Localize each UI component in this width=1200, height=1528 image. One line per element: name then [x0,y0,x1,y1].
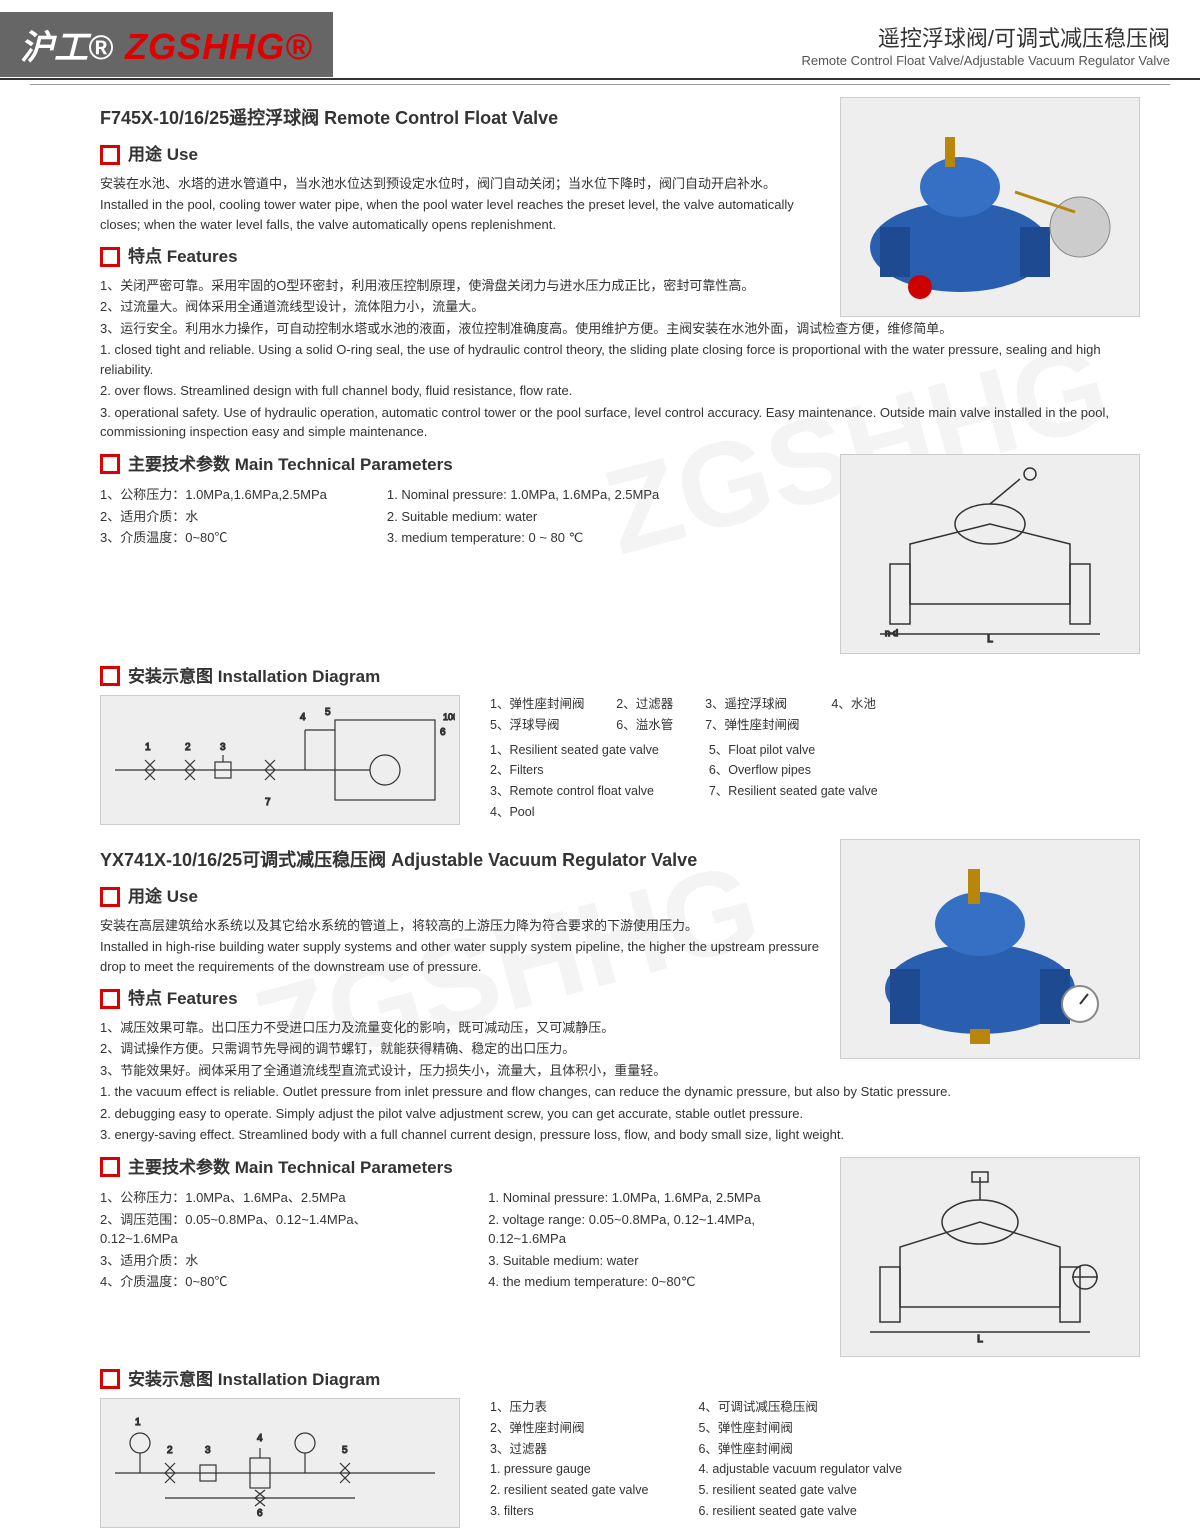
p1-leg-cn-4: 4、水池 [831,695,877,714]
p2-param-en-2: 2. voltage range: 0.05~0.8MPa, 0.12~1.4M… [488,1210,820,1249]
p2-param-cn-3: 3、适用介质：水 [100,1251,428,1271]
svg-text:3: 3 [205,1445,211,1456]
p1-feat-en1: 1. closed tight and reliable. Using a so… [100,340,1140,379]
p2-leg-cn-3: 3、过滤器 [490,1440,648,1459]
product2-features-heading: 特点 Features [100,986,820,1012]
p2-leg-en-1: 1. pressure gauge [490,1460,648,1479]
svg-text:6: 6 [257,1508,263,1519]
product2-use-heading: 用途 Use [100,884,820,910]
svg-text:6: 6 [440,727,446,738]
p1-param-en-3: 3. medium temperature: 0 ~ 80 ℃ [387,528,659,548]
p1-leg-en-7: 7、Resilient seated gate valve [709,782,878,801]
header-title-cn: 遥控浮球阀/可调式减压稳压阀 [801,21,1170,53]
svg-text:n-d: n-d [885,628,898,638]
svg-text:7: 7 [265,797,271,808]
p1-param-cn-1: 1、公称压力：1.0MPa,1.6MPa,2.5MPa [100,485,327,505]
p2-leg-en-5: 5. resilient seated gate valve [698,1481,902,1500]
svg-text:5: 5 [342,1445,348,1456]
p2-leg-en-3: 3. filters [490,1502,648,1521]
p2-param-en-3: 3. Suitable medium: water [488,1251,820,1271]
p2-leg-cn-5: 5、弹性座封闸阀 [698,1419,902,1438]
p1-feat-en2: 2. over flows. Streamlined design with f… [100,381,1140,401]
p1-leg-cn-6: 6、溢水管 [616,716,675,735]
product1-tech-drawing: L n-d [840,454,1140,654]
p2-leg-cn-6: 6、弹性座封闸阀 [698,1440,902,1459]
p2-feat-en2: 2. debugging easy to operate. Simply adj… [100,1104,1140,1124]
p1-leg-cn-1: 1、弹性座封闸阀 [490,695,586,714]
logo-en: ZGSHHG® [125,26,313,68]
p2-param-cn-4: 4、介质温度：0~80℃ [100,1272,428,1292]
svg-text:1: 1 [135,1417,141,1428]
p1-param-en-1: 1. Nominal pressure: 1.0MPa, 1.6MPa, 2.5… [387,485,659,505]
p2-feat-cn3: 3、节能效果好。阀体采用了全通道流线型直流式设计，压力损失小，流量大，且体积小，… [100,1061,1140,1081]
p1-leg-en-4: 4、Pool [490,803,659,822]
p2-param-cn-2: 2、调压范围：0.05~0.8MPa、0.12~1.4MPa、0.12~1.6M… [100,1210,428,1249]
product1-photo [840,97,1140,317]
p2-leg-en-2: 2. resilient seated gate valve [490,1481,648,1500]
p1-leg-en-1: 1、Resilient seated gate valve [490,741,659,760]
p2-leg-en-4: 4. adjustable vacuum regulator valve [698,1460,902,1479]
p2-leg-cn-1: 1、压力表 [490,1398,648,1417]
p1-leg-en-5: 5、Float pilot valve [709,741,878,760]
p1-leg-cn-7: 7、弹性座封闸阀 [705,716,801,735]
product1-legend: 1、弹性座封闸阀 2、过滤器 3、遥控浮球阀 4、水池 5、浮球导阀 6、溢水管… [490,695,878,822]
p2-leg-cn-4: 4、可调试减压稳压阀 [698,1398,902,1417]
p2-feat-en3: 3. energy-saving effect. Streamlined bod… [100,1125,1140,1145]
product2-install-diagram: 1 2 3 4 5 6 [100,1398,460,1528]
p1-leg-en-6: 6、Overflow pipes [709,761,878,780]
svg-text:4: 4 [300,712,306,723]
product2-photo [840,839,1140,1059]
header-titles: 遥控浮球阀/可调式减压稳压阀 Remote Control Float Valv… [801,21,1170,68]
svg-text:L: L [977,1334,983,1345]
product2-install-heading: 安装示意图 Installation Diagram [100,1367,1140,1393]
svg-text:2: 2 [167,1445,173,1456]
p1-leg-cn-3: 3、遥控浮球阀 [705,695,801,714]
p2-param-en-4: 4. the medium temperature: 0~80℃ [488,1272,820,1292]
p2-leg-cn-2: 2、弹性座封闸阀 [490,1419,648,1438]
p1-param-en-2: 2. Suitable medium: water [387,507,659,527]
p1-leg-cn-2: 2、过滤器 [616,695,675,714]
logo-block: 沪工® ZGSHHG® [0,12,333,77]
p2-feat-en1: 1. the vacuum effect is reliable. Outlet… [100,1082,1140,1102]
product2-tech-drawing: L [840,1157,1140,1357]
product1-install-heading: 安装示意图 Installation Diagram [100,664,1140,690]
product1-use-heading: 用途 Use [100,142,820,168]
p1-feat-cn3: 3、运行安全。利用水力操作，可自动控制水塔或水池的液面，液位控制准确度高。使用维… [100,319,1140,339]
svg-text:4: 4 [257,1433,263,1444]
p1-param-cn-3: 3、介质温度：0~80℃ [100,528,327,548]
p1-leg-en-3: 3、Remote control float valve [490,782,659,801]
header-title-en: Remote Control Float Valve/Adjustable Va… [801,53,1170,68]
product2-legend: 1、压力表 4、可调试减压稳压阀 2、弹性座封闸阀 5、弹性座封闸阀 3、过滤器… [490,1398,902,1521]
p1-param-cn-2: 2、适用介质：水 [100,507,327,527]
svg-text:1: 1 [145,742,151,753]
p2-param-cn-1: 1、公称压力：1.0MPa、1.6MPa、2.5MPa [100,1188,428,1208]
logo-cn: 沪工® [20,20,113,69]
page-header: 沪工® ZGSHHG® 遥控浮球阀/可调式减压稳压阀 Remote Contro… [0,0,1200,80]
p1-feat-en3: 3. operational safety. Use of hydraulic … [100,403,1140,442]
product1-install-diagram: 1 2 3 4 5 6 7 100 [100,695,460,825]
svg-text:3: 3 [220,742,226,753]
product2-params-heading: 主要技术参数 Main Technical Parameters [100,1155,820,1181]
product1-features-heading: 特点 Features [100,244,820,270]
product1-params-heading: 主要技术参数 Main Technical Parameters [100,452,820,478]
p2-param-en-1: 1. Nominal pressure: 1.0MPa, 1.6MPa, 2.5… [488,1188,820,1208]
svg-text:L: L [987,634,993,644]
svg-text:5: 5 [325,707,331,718]
p1-leg-en-2: 2、Filters [490,761,659,780]
svg-text:2: 2 [185,742,191,753]
svg-text:100: 100 [443,712,455,722]
p2-leg-en-6: 6. resilient seated gate valve [698,1502,902,1521]
p1-leg-cn-5: 5、浮球导阀 [490,716,586,735]
